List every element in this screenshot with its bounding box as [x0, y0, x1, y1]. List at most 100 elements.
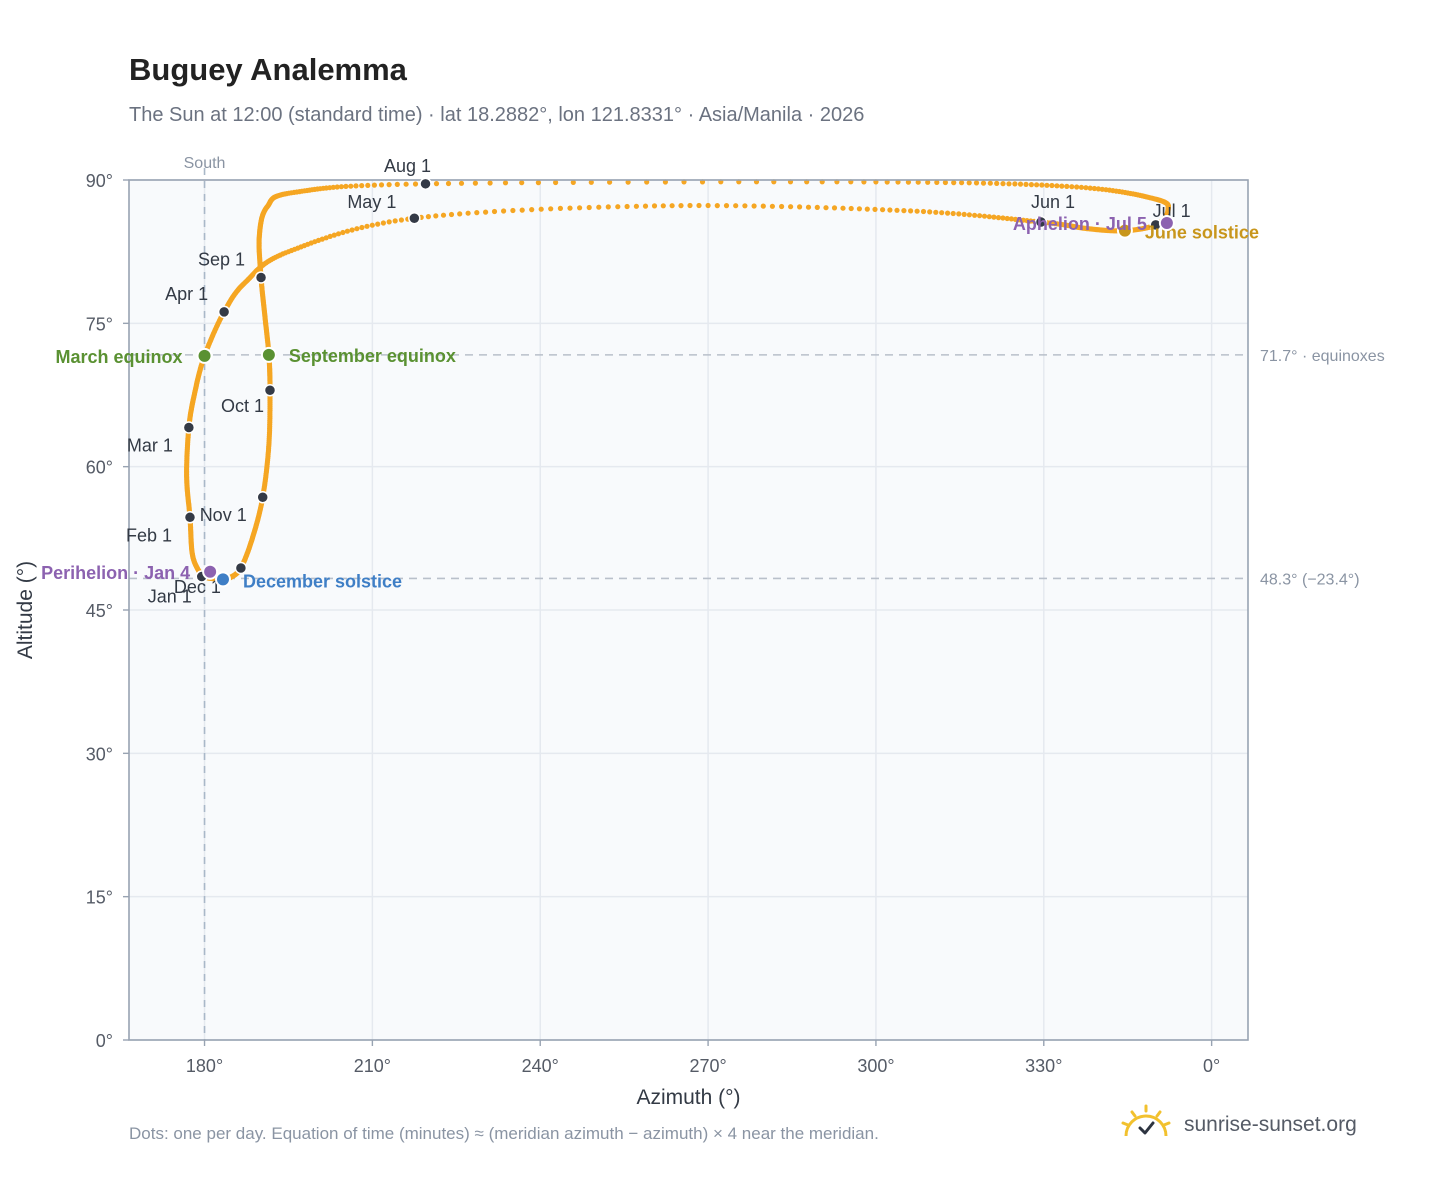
day-dot	[880, 207, 886, 213]
month-marker-label: Nov 1	[200, 505, 247, 525]
day-dot	[386, 219, 392, 225]
day-dot	[986, 214, 992, 220]
day-dot	[687, 202, 693, 209]
event-marker	[196, 347, 213, 364]
day-dot	[705, 202, 711, 209]
day-dot	[987, 180, 993, 186]
day-dot	[624, 203, 630, 210]
brand[interactable]: sunrise-sunset.org	[1120, 1104, 1357, 1145]
day-dot	[465, 210, 471, 216]
month-marker	[217, 305, 231, 319]
day-dot	[942, 179, 949, 186]
day-dot	[1023, 181, 1029, 187]
month-marker-label: Feb 1	[126, 525, 172, 545]
day-dot	[973, 180, 980, 186]
month-marker	[254, 271, 268, 284]
day-dot	[723, 203, 730, 209]
chart-title: Buguey Analemma	[129, 52, 407, 87]
day-dot	[959, 180, 965, 186]
day-dot	[319, 236, 325, 242]
month-marker-label: Aug 1	[384, 156, 431, 176]
day-dot	[1017, 181, 1024, 187]
month-marker	[183, 511, 197, 524]
x-tick-label: 240°	[522, 1056, 559, 1076]
day-dot	[483, 209, 489, 215]
day-dot	[1004, 215, 1010, 222]
day-dot	[972, 212, 978, 218]
day-dot	[519, 207, 525, 213]
day-dot	[848, 205, 854, 212]
day-dot	[980, 180, 987, 186]
day-dot	[1069, 184, 1075, 190]
day-dot	[348, 183, 354, 189]
month-marker	[1034, 215, 1048, 229]
day-dot	[831, 205, 838, 211]
day-dot	[529, 207, 535, 213]
day-dot	[1064, 183, 1070, 189]
day-dot	[375, 221, 381, 227]
day-dot	[359, 183, 365, 189]
day-dot	[920, 208, 927, 215]
x-axis-label: Azimuth (°)	[636, 1086, 740, 1109]
event-label: December solstice	[243, 571, 402, 591]
month-marker-label: Jun 1	[1031, 192, 1075, 212]
day-dot	[458, 180, 465, 186]
day-dot	[553, 179, 559, 186]
day-dot	[797, 204, 803, 210]
y-tick-label: 45°	[86, 601, 113, 621]
x-tick-label: 330°	[1025, 1056, 1062, 1076]
day-dot	[961, 211, 967, 217]
sun-logo-icon	[1120, 1104, 1172, 1145]
month-marker-label: Dec 1	[174, 577, 221, 597]
event-marker	[260, 346, 277, 363]
day-dot	[1078, 184, 1084, 190]
y-tick-label: 0°	[96, 1031, 113, 1051]
x-tick-label: 210°	[354, 1056, 391, 1076]
day-dot	[779, 203, 785, 210]
day-dot	[760, 203, 766, 209]
day-dot	[412, 181, 419, 187]
y-tick-label: 30°	[86, 744, 113, 764]
event-marker	[214, 571, 231, 588]
day-dot	[914, 208, 920, 214]
day-dot	[966, 180, 972, 186]
day-dot	[995, 215, 1002, 221]
day-dot	[742, 203, 748, 209]
day-dot	[994, 180, 1000, 186]
month-marker	[263, 383, 277, 397]
day-dot	[538, 206, 544, 212]
day-dot	[1016, 217, 1023, 223]
day-dot	[934, 179, 940, 185]
day-dot	[887, 207, 893, 213]
day-dot	[1006, 181, 1012, 187]
day-dot	[939, 210, 945, 216]
day-dot	[386, 182, 392, 188]
day-dot	[369, 222, 375, 228]
south-line-label: South	[184, 155, 226, 172]
month-marker	[256, 490, 269, 504]
day-dot	[981, 213, 988, 219]
day-dot	[474, 210, 480, 216]
month-marker-label: Oct 1	[221, 396, 264, 416]
event-label: June solstice	[1145, 223, 1259, 243]
day-dot	[642, 203, 649, 209]
day-dot	[927, 209, 933, 215]
day-dot	[788, 204, 794, 210]
day-dot	[567, 205, 573, 211]
day-dot	[1054, 183, 1060, 189]
y-tick-label: 60°	[86, 458, 113, 478]
day-dot	[678, 203, 684, 209]
day-dot	[633, 203, 640, 209]
day-dot	[433, 213, 439, 219]
day-dot	[487, 180, 493, 186]
x-tick-label: 270°	[689, 1056, 726, 1076]
day-dot	[908, 208, 914, 214]
day-dot	[1044, 182, 1050, 188]
event-marker	[1116, 222, 1133, 239]
day-dot	[440, 212, 447, 218]
day-dot	[557, 205, 564, 211]
day-dot	[1083, 185, 1089, 191]
day-dot	[502, 180, 509, 186]
month-marker	[408, 211, 421, 225]
